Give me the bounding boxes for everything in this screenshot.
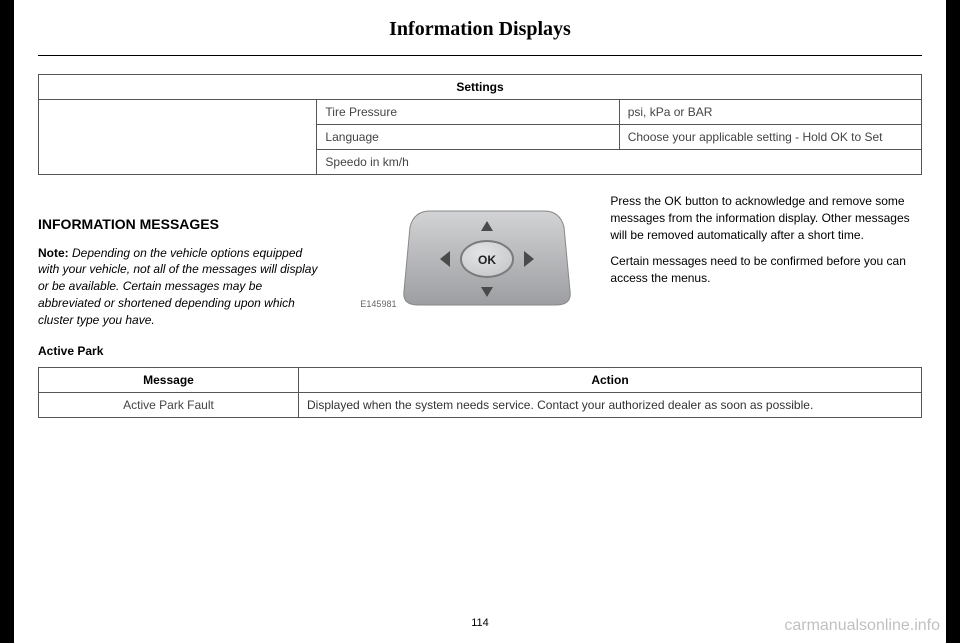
col-header-action: Action — [299, 368, 922, 393]
ok-button-label: OK — [478, 253, 496, 267]
message-table-row: Active Park Fault Displayed when the sys… — [39, 393, 922, 418]
settings-header-row: Settings — [39, 75, 922, 100]
col-header-message: Message — [39, 368, 299, 393]
title-divider — [38, 55, 922, 56]
content-columns: INFORMATION MESSAGES Note: Depending on … — [38, 193, 922, 359]
settings-row-tire: Tire Pressure psi, kPa or BAR — [39, 100, 922, 125]
page-container: Information Displays Settings Tire Press… — [14, 0, 946, 643]
right-paragraph-1: Press the OK button to acknowledge and r… — [610, 193, 922, 243]
page-title: Information Displays — [38, 18, 922, 41]
settings-table: Settings Tire Pressure psi, kPa or BAR L… — [38, 74, 922, 175]
cell-lang-value: Choose your applicable setting - Hold OK… — [619, 125, 921, 150]
watermark: carmanualsonline.info — [784, 617, 940, 635]
active-park-heading: Active Park — [38, 343, 323, 360]
note-body: Depending on the vehicle options equippe… — [38, 246, 317, 327]
message-table: Message Action Active Park Fault Display… — [38, 367, 922, 418]
right-paragraph-2: Certain messages need to be confirmed be… — [610, 253, 922, 287]
message-table-header-row: Message Action — [39, 368, 922, 393]
ok-button-illustration: OK — [402, 197, 572, 317]
info-messages-heading: INFORMATION MESSAGES — [38, 215, 323, 235]
cell-tire-label: Tire Pressure — [317, 100, 619, 125]
note-paragraph: Note: Depending on the vehicle options e… — [38, 245, 323, 329]
column-left: INFORMATION MESSAGES Note: Depending on … — [38, 193, 323, 359]
cell-message: Active Park Fault — [39, 393, 299, 418]
column-right: Press the OK button to acknowledge and r… — [610, 193, 922, 359]
figure-block: E145981 — [360, 197, 572, 317]
cell-tire-value: psi, kPa or BAR — [619, 100, 921, 125]
figure-id: E145981 — [360, 298, 396, 311]
settings-header: Settings — [39, 75, 922, 100]
cell-lang-label: Language — [317, 125, 619, 150]
note-label: Note: — [38, 246, 69, 260]
cell-speedo: Speedo in km/h — [317, 150, 922, 175]
cell-action: Displayed when the system needs service.… — [299, 393, 922, 418]
column-middle: E145981 — [345, 193, 589, 359]
settings-empty-left — [39, 100, 317, 175]
